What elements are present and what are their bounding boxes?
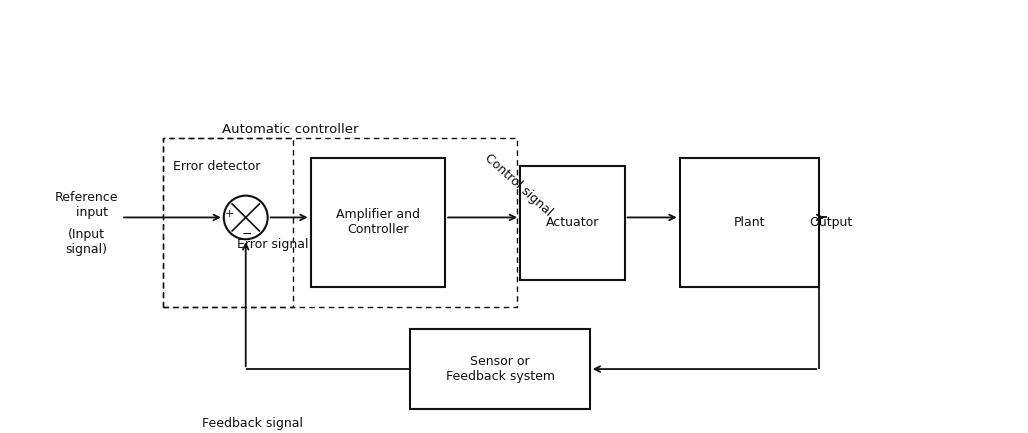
- Text: Output: Output: [809, 216, 853, 229]
- Bar: [680, 158, 819, 287]
- Bar: [520, 166, 625, 280]
- Text: (Input
signal): (Input signal): [65, 228, 107, 256]
- Text: Automatic controller: Automatic controller: [222, 123, 359, 136]
- Text: Plant: Plant: [734, 216, 765, 229]
- Text: Control signal: Control signal: [482, 151, 555, 219]
- Bar: [310, 158, 445, 287]
- Text: Actuator: Actuator: [546, 216, 599, 229]
- Text: Amplifier and
Controller: Amplifier and Controller: [336, 208, 419, 236]
- Text: Sensor or
Feedback system: Sensor or Feedback system: [445, 355, 554, 383]
- Text: Reference
   input: Reference input: [54, 191, 118, 219]
- Text: Error detector: Error detector: [173, 160, 260, 173]
- Text: +: +: [225, 209, 234, 219]
- Circle shape: [224, 196, 267, 239]
- Text: Feedback signal: Feedback signal: [203, 417, 303, 430]
- Bar: [163, 138, 293, 307]
- Bar: [163, 138, 517, 307]
- Bar: [410, 330, 590, 409]
- Text: −: −: [242, 228, 252, 241]
- Text: Error signal: Error signal: [236, 238, 308, 251]
